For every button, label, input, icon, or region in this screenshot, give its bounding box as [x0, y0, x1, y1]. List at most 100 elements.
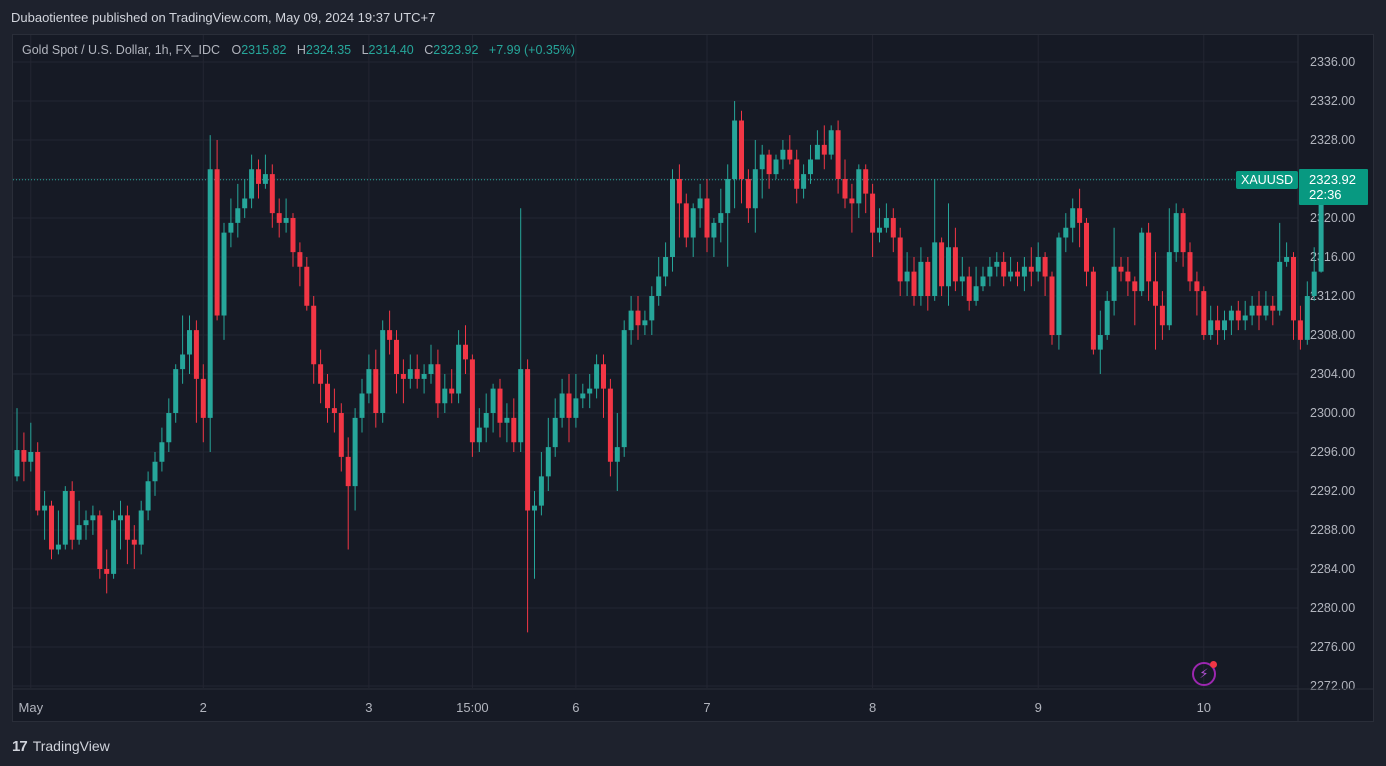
- candle-body-down: [835, 130, 841, 179]
- candle-body-down: [863, 169, 869, 194]
- candle-body-up: [759, 154, 765, 170]
- candle-body-up: [173, 369, 179, 413]
- candle-body-up: [407, 369, 413, 379]
- candle-body-down: [821, 144, 827, 155]
- candle-body-up: [946, 247, 951, 287]
- candle-body-down: [745, 179, 751, 209]
- candle-body-down: [304, 266, 310, 306]
- candle-body-up: [262, 174, 268, 184]
- candle-body-down: [1090, 271, 1096, 350]
- x-tick-label: 15:00: [456, 700, 489, 715]
- candle-body-up: [221, 232, 227, 316]
- candle-body-down: [1077, 208, 1083, 223]
- legend-close-value: 2323.92: [433, 43, 479, 57]
- candle-body-up: [552, 417, 558, 448]
- candle-body-up: [614, 447, 620, 462]
- candle-body-up: [1228, 310, 1234, 321]
- notification-dot: [1210, 661, 1217, 668]
- candle-body-up: [994, 261, 1000, 267]
- y-tick-label: 2320.00: [1310, 211, 1355, 225]
- x-tick-label: 2: [200, 700, 207, 715]
- candle-body-up: [1166, 252, 1172, 326]
- candle-body-down: [414, 369, 420, 379]
- candle-body-down: [739, 120, 744, 179]
- candle-body-down: [1153, 281, 1158, 306]
- candle-body-up: [1111, 266, 1117, 301]
- candle-body-up: [476, 427, 482, 443]
- y-tick-label: 2308.00: [1310, 328, 1355, 342]
- candle-body-down: [925, 261, 931, 296]
- candle-body-down: [131, 539, 137, 545]
- candle-body-up: [711, 222, 717, 238]
- x-tick-label: 8: [869, 700, 876, 715]
- candle-body-down: [1042, 257, 1048, 277]
- candle-body-down: [1146, 232, 1152, 282]
- legend-low-value: 2314.40: [368, 43, 414, 57]
- candle-body-down: [566, 393, 572, 418]
- candle-body-up: [187, 330, 192, 355]
- y-tick-label: 2304.00: [1310, 367, 1355, 381]
- candle-body-down: [469, 359, 475, 443]
- candle-body-down: [373, 369, 379, 413]
- candle-body-up: [1249, 305, 1255, 316]
- candle-body-down: [394, 339, 399, 374]
- candle-body-down: [1270, 305, 1276, 311]
- candle-body-up: [83, 520, 89, 526]
- candle-body-up: [518, 369, 524, 443]
- candle-body-up: [883, 218, 889, 228]
- candle-body-up: [532, 505, 537, 511]
- candle-body-up: [235, 208, 241, 223]
- candle-body-up: [649, 296, 655, 321]
- candle-body-down: [1084, 222, 1089, 272]
- candle-body-up: [932, 242, 938, 296]
- candle-body-up: [442, 388, 448, 404]
- y-tick-label: 2272.00: [1310, 679, 1355, 693]
- candle-body-up: [1311, 271, 1317, 296]
- candle-body-up: [159, 442, 165, 462]
- legend-high-label: H: [296, 43, 306, 57]
- candle-body-up: [732, 120, 738, 179]
- candle-body-down: [1256, 305, 1262, 316]
- lightning-bolt-icon[interactable]: ⚡: [1192, 661, 1217, 686]
- candle-body-up: [42, 505, 48, 511]
- candle-body-down: [1297, 320, 1303, 340]
- candle-body-down: [952, 247, 958, 282]
- candle-body-up: [725, 179, 731, 214]
- candle-body-up: [594, 364, 600, 389]
- candle-body-up: [55, 544, 61, 550]
- candle-body-down: [1291, 257, 1296, 321]
- candle-body-up: [380, 330, 386, 413]
- candle-body-down: [1001, 261, 1007, 277]
- candle-body-up: [828, 130, 834, 155]
- candle-body-up: [1063, 227, 1069, 238]
- candle-body-down: [331, 408, 337, 413]
- tradingview-logo-icon: 17: [12, 737, 28, 755]
- candle-body-down: [1235, 310, 1241, 321]
- candle-body-down: [214, 169, 220, 316]
- candle-body-down: [511, 417, 517, 443]
- candle-body-down: [1049, 276, 1055, 335]
- candle-body-up: [1304, 296, 1310, 340]
- candle-body-down: [849, 198, 855, 204]
- x-tick-label: 3: [365, 700, 372, 715]
- candle-body-up: [352, 417, 358, 487]
- candle-body-up: [545, 447, 551, 477]
- candle-body-up: [621, 330, 627, 448]
- candle-body-up: [980, 276, 986, 287]
- candle-body-up: [428, 364, 434, 374]
- candle-body-down: [297, 252, 303, 267]
- candle-body-down: [21, 450, 27, 462]
- candle-body-up: [28, 452, 34, 462]
- candle-body-down: [683, 203, 689, 238]
- candle-body-up: [242, 198, 248, 209]
- candle-body-up: [773, 159, 779, 175]
- candle-body-up: [1222, 320, 1227, 331]
- chart-panel[interactable]: [12, 34, 1374, 722]
- candle-body-down: [1015, 271, 1020, 277]
- candle-body-down: [435, 364, 441, 404]
- y-tick-label: 2284.00: [1310, 562, 1355, 576]
- footer-brand[interactable]: 17 TradingView: [12, 736, 110, 756]
- candle-body-up: [1021, 266, 1027, 277]
- x-tick-label: May: [19, 700, 44, 715]
